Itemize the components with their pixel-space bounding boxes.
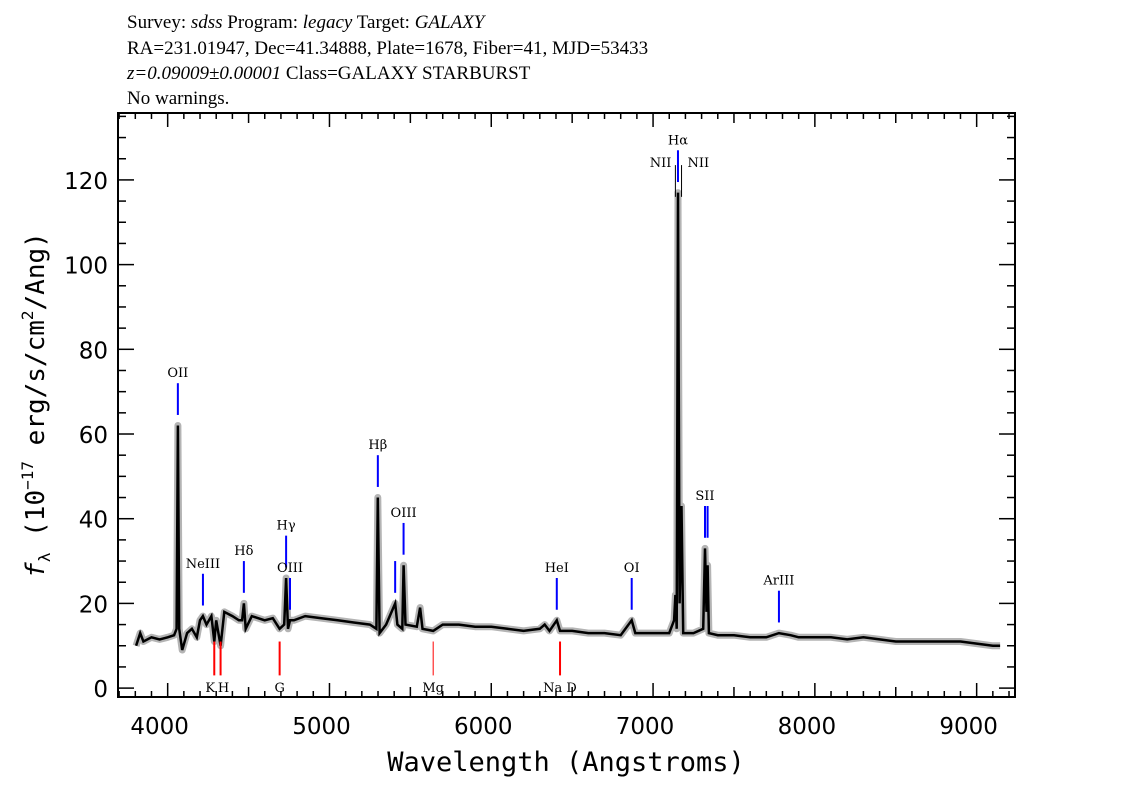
- absorption-line-label: G: [274, 681, 284, 696]
- y-tick-label: 120: [64, 169, 108, 195]
- header-segment: legacy: [302, 12, 353, 33]
- x-tick-label: 7000: [616, 714, 675, 740]
- absorption-line-label: Na D: [543, 681, 577, 696]
- x-tick-label: 9000: [939, 714, 998, 740]
- x-tick-label: 6000: [454, 714, 513, 740]
- header-segment: Survey:: [127, 12, 191, 33]
- y-tick-label: 60: [79, 423, 108, 449]
- redshift-value: z=0.09009±0.00001: [127, 63, 282, 84]
- y-tick-label: 80: [79, 338, 108, 364]
- class-value: Class=GALAXY STARBURST: [281, 63, 531, 84]
- y-label-f: f: [21, 562, 51, 578]
- y-tick-label: 100: [64, 254, 108, 280]
- header-segment: sdss: [190, 12, 223, 33]
- emission-line-label: HeI: [545, 561, 569, 576]
- x-tick-label: 5000: [292, 714, 351, 740]
- y-label-sub: λ: [35, 552, 54, 562]
- spectrum-series: [134, 192, 1001, 651]
- x-tick-label: 4000: [130, 714, 189, 740]
- absorption-line-label: H: [218, 681, 229, 696]
- y-label-main: (10: [21, 490, 51, 553]
- axis-ticks: 4000 5000 6000 7000 8000 9000 0 20 40 60 80 100 120: [64, 113, 1015, 740]
- absorption-line-label: K: [205, 681, 215, 696]
- header-survey-line: Survey: sdss Program: legacy Target: GAL…: [127, 12, 484, 34]
- y-label-sup1: −17: [18, 461, 37, 490]
- y-tick-label: 0: [93, 677, 108, 703]
- emission-line-label: SII: [695, 489, 714, 504]
- x-axis-label: Wavelength (Angstroms): [387, 747, 745, 778]
- absorption-line-label: Mg: [422, 681, 444, 696]
- error-band: [132, 189, 1001, 654]
- emission-line-label: OII: [167, 366, 188, 381]
- header-segment: Target:: [352, 12, 415, 33]
- y-label-mid: erg/s/cm: [21, 320, 51, 461]
- emission-line-label: NeIII: [186, 557, 220, 572]
- emission-line-label: OIII: [391, 506, 417, 521]
- error-band-line: [132, 189, 1001, 654]
- header-coordinates-line: RA=231.01947, Dec=41.34888, Plate=1678, …: [127, 38, 649, 59]
- emission-line-label: ArIII: [762, 574, 794, 589]
- y-axis-label: fλ (10−17 erg/s/cm2/Ang): [18, 232, 54, 578]
- header-segment: Program:: [222, 12, 303, 33]
- emission-line-label: Hδ: [234, 544, 253, 559]
- plot-frame: [117, 112, 1016, 698]
- emission-line-label: NII: [688, 156, 710, 171]
- x-tick-label: 8000: [778, 714, 837, 740]
- y-label-sup2: 2: [18, 310, 37, 320]
- header-warnings-line: No warnings.: [127, 88, 230, 109]
- emission-line-label: Hβ: [368, 438, 387, 453]
- y-label-end: /Ang): [21, 232, 51, 310]
- emission-line-label: Hα: [668, 133, 688, 148]
- spectrum-line: [134, 192, 1001, 651]
- emission-line-label: NII: [650, 156, 672, 171]
- y-tick-label: 40: [79, 508, 108, 534]
- emission-line-label: OIII: [277, 561, 303, 576]
- header-segment: GALAXY: [414, 12, 485, 33]
- emission-line-label: Hγ: [277, 519, 296, 534]
- header-redshift-line: z=0.09009±0.00001 Class=GALAXY STARBURST: [127, 63, 530, 85]
- y-tick-label: 20: [79, 592, 108, 618]
- emission-line-label: OI: [624, 561, 640, 576]
